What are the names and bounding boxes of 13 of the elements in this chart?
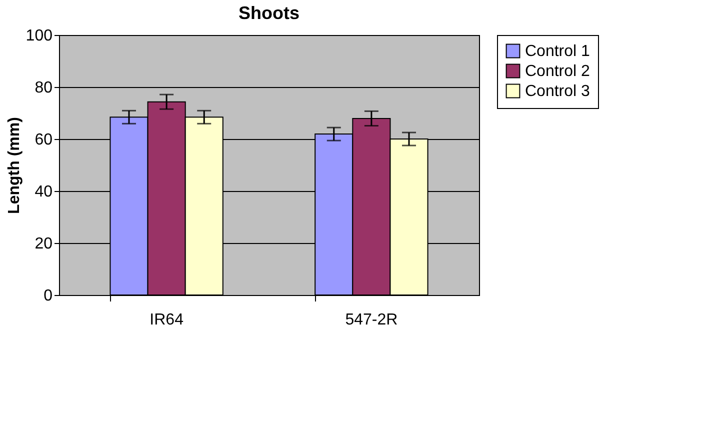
y-tick-label: 40	[34, 184, 53, 200]
legend-label: Control 3	[525, 83, 590, 100]
y-tick-label: 100	[26, 28, 53, 44]
y-axis-title: Length (mm)	[6, 117, 23, 214]
x-tick-label: 547-2R	[345, 312, 398, 328]
chart-title: Shoots	[238, 3, 300, 23]
x-tick-label: IR64	[150, 312, 184, 328]
y-tick-label: 80	[34, 80, 53, 96]
legend-label: Control 1	[525, 43, 590, 60]
y-tick-label: 0	[44, 288, 53, 304]
y-tick-label: 20	[34, 236, 53, 252]
y-tick-label: 60	[34, 132, 53, 148]
legend-label: Control 2	[525, 63, 590, 80]
